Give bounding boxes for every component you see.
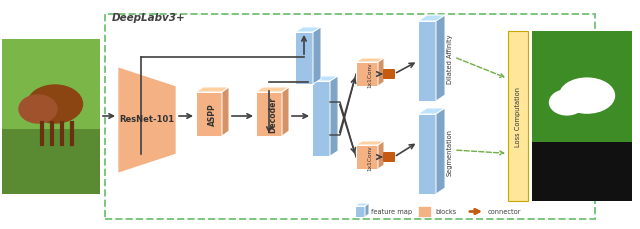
FancyBboxPatch shape xyxy=(383,70,395,80)
Bar xyxy=(418,206,431,217)
Polygon shape xyxy=(196,88,229,93)
Polygon shape xyxy=(118,68,176,173)
Polygon shape xyxy=(356,63,378,87)
Ellipse shape xyxy=(28,86,83,123)
Bar xyxy=(2,40,100,194)
Polygon shape xyxy=(312,82,330,156)
Bar xyxy=(532,32,632,201)
Polygon shape xyxy=(282,88,289,136)
Text: ASPP: ASPP xyxy=(208,103,217,126)
FancyBboxPatch shape xyxy=(508,32,528,201)
Text: connector: connector xyxy=(488,209,522,215)
Text: Dilated Affinity: Dilated Affinity xyxy=(447,34,453,83)
Text: Loss Computation: Loss Computation xyxy=(515,87,521,146)
Ellipse shape xyxy=(19,95,57,123)
Bar xyxy=(2,129,100,194)
Polygon shape xyxy=(418,114,436,194)
Polygon shape xyxy=(355,206,365,217)
Polygon shape xyxy=(222,88,229,136)
Polygon shape xyxy=(378,141,384,169)
Polygon shape xyxy=(196,93,222,136)
Polygon shape xyxy=(356,141,384,145)
Polygon shape xyxy=(436,16,445,101)
Text: Decoder: Decoder xyxy=(268,96,277,133)
Polygon shape xyxy=(418,109,445,114)
Polygon shape xyxy=(365,203,369,217)
Polygon shape xyxy=(295,28,321,33)
Text: feature map: feature map xyxy=(371,209,412,215)
Text: ResNet-101: ResNet-101 xyxy=(120,114,175,123)
Polygon shape xyxy=(436,109,445,194)
FancyBboxPatch shape xyxy=(383,152,395,162)
Text: DeepLabv3+: DeepLabv3+ xyxy=(112,13,186,23)
Polygon shape xyxy=(256,93,282,136)
Polygon shape xyxy=(256,88,289,93)
Polygon shape xyxy=(356,59,384,63)
Polygon shape xyxy=(355,203,369,206)
Polygon shape xyxy=(312,77,338,82)
Text: Segmentation: Segmentation xyxy=(447,128,453,175)
Ellipse shape xyxy=(550,90,584,115)
Polygon shape xyxy=(378,59,384,87)
Polygon shape xyxy=(295,33,313,85)
Bar xyxy=(2,40,100,129)
Text: 1x1Conv: 1x1Conv xyxy=(367,144,372,170)
Bar xyxy=(532,142,632,201)
Polygon shape xyxy=(313,28,321,85)
Ellipse shape xyxy=(559,79,614,114)
Polygon shape xyxy=(356,145,378,169)
Text: blocks: blocks xyxy=(435,209,456,215)
Polygon shape xyxy=(330,77,338,156)
Polygon shape xyxy=(418,16,445,22)
Bar xyxy=(532,32,632,142)
Polygon shape xyxy=(418,22,436,101)
Text: 1x1Conv: 1x1Conv xyxy=(367,62,372,87)
